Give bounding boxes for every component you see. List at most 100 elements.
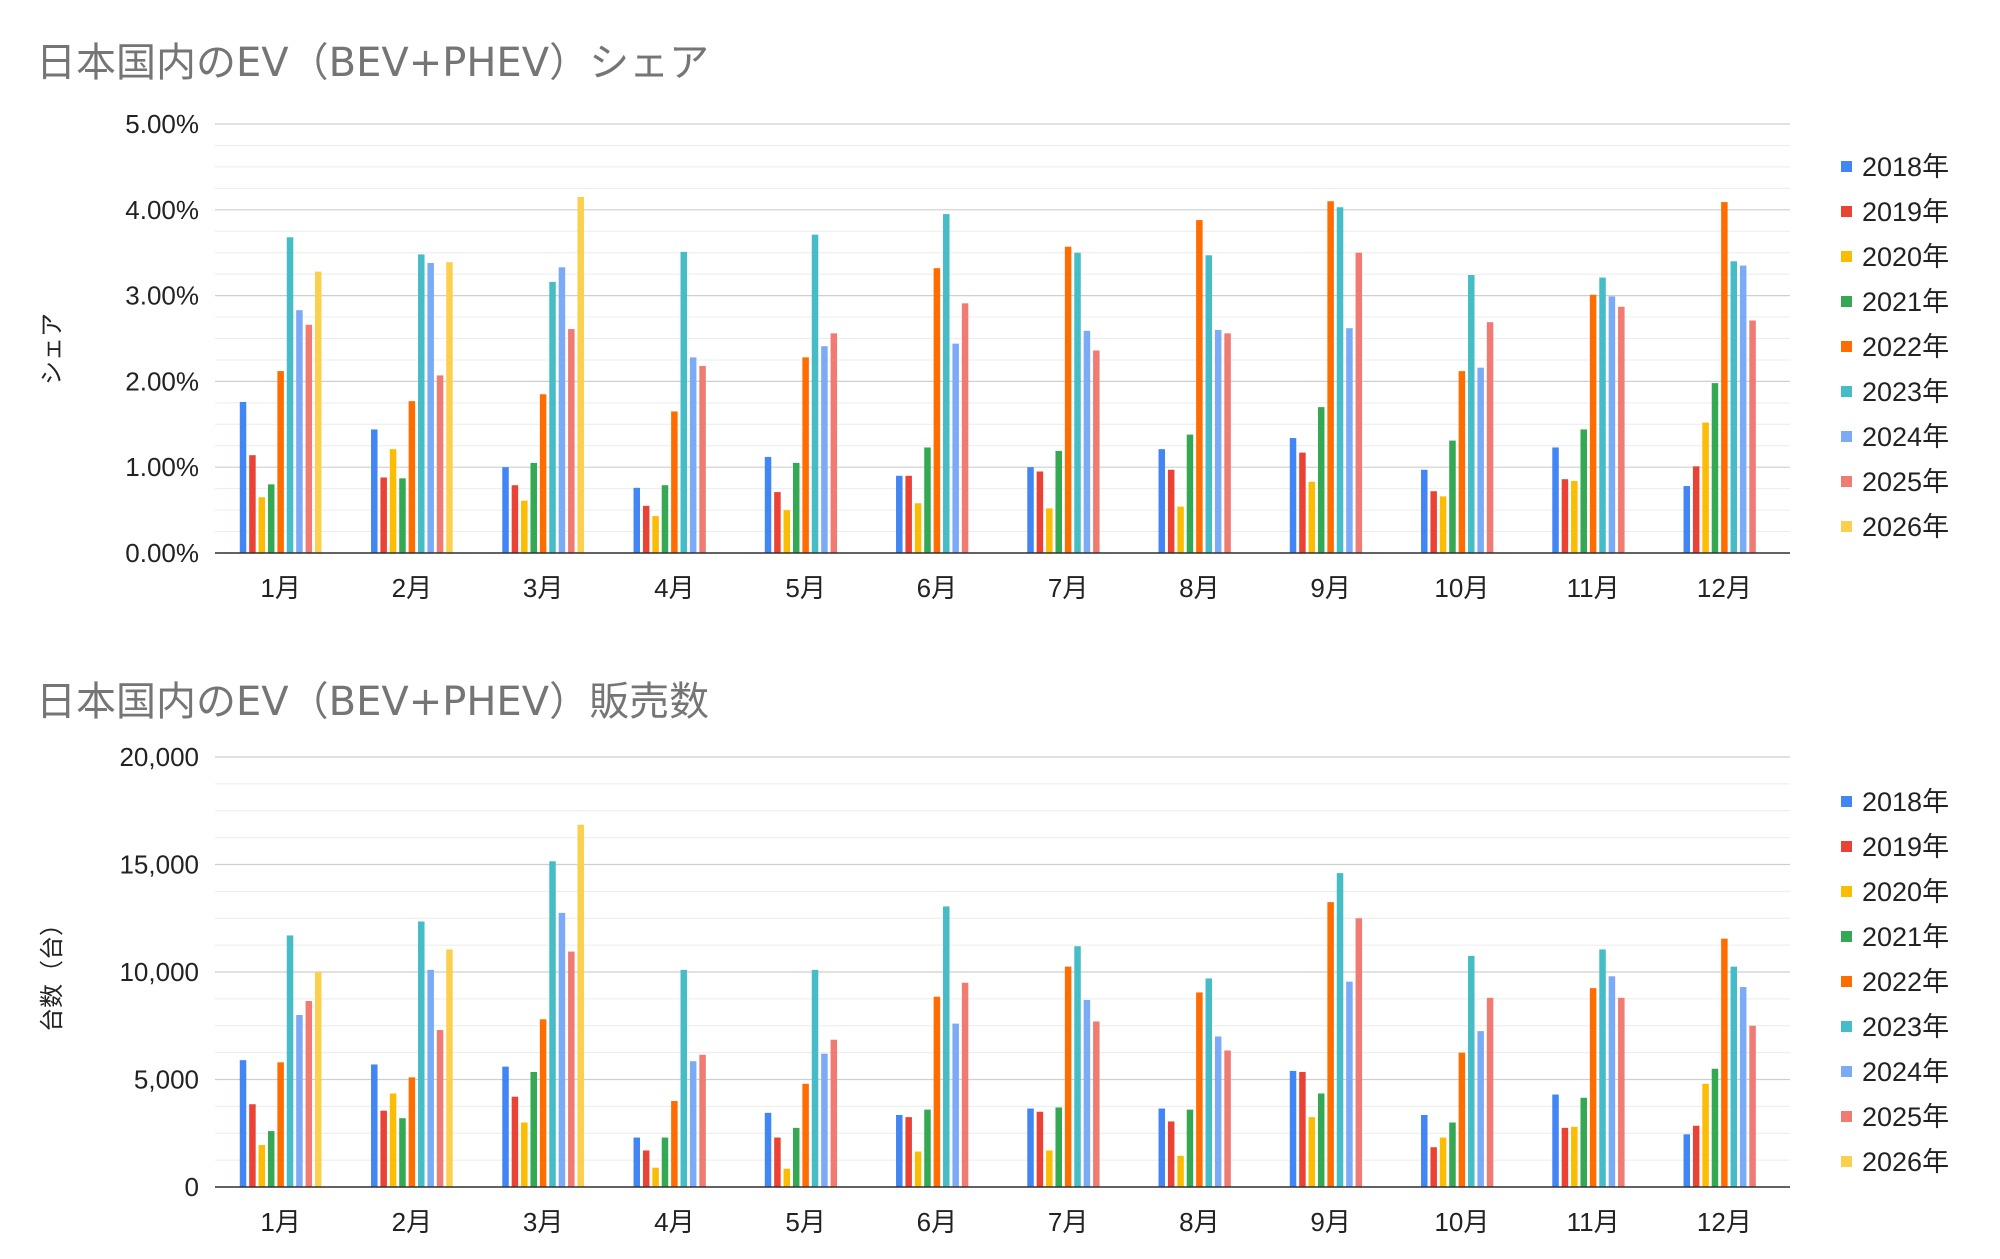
bar [680, 251, 688, 554]
series-2021年 [267, 383, 1719, 553]
legend-swatch [1841, 161, 1852, 172]
bar [1055, 1107, 1062, 1187]
legend-entry: 2023年 [1862, 1012, 1949, 1042]
legend-entry: 2021年 [1862, 922, 1949, 952]
legend-entry: 2026年 [1862, 1147, 1949, 1177]
ev-sales-chart: 日本国内のEV（BEV+PHEV）販売数 0 5,000 10,000 15,000 2… [0, 636, 2000, 1259]
bar [689, 357, 697, 553]
bar [671, 1101, 678, 1187]
bar [258, 1145, 266, 1187]
bar [905, 1117, 912, 1187]
bar [952, 343, 959, 553]
bar [1196, 992, 1203, 1187]
series-2026年 [314, 824, 584, 1187]
y-tick-label: 10,000 [119, 957, 199, 987]
x-tick-label: 12月 [1697, 1207, 1752, 1237]
chart-title: 日本国内のEV（BEV+PHEV）販売数 [36, 679, 710, 725]
bar [633, 487, 641, 553]
x-tick-label: 8月 [1179, 573, 1219, 603]
x-tick-label: 2月 [392, 1207, 432, 1237]
bar [661, 485, 669, 553]
bar [1214, 329, 1222, 553]
ev-sales-plot: 0 5,000 10,000 15,000 20,000 台数（台） 1月 2月 3月 4月 5月 6… [38, 742, 1949, 1237]
x-tick-label: 10月 [1434, 573, 1489, 603]
bar [296, 1015, 303, 1187]
legend-entry: 2025年 [1862, 467, 1949, 497]
series-2018年 [239, 1060, 1691, 1187]
bar [1683, 1134, 1691, 1187]
bar [1327, 201, 1334, 553]
bar [1036, 1111, 1044, 1187]
bar [1711, 1068, 1719, 1187]
bar [380, 477, 387, 553]
bar [652, 516, 659, 553]
bar [389, 1093, 397, 1187]
legend-swatch [1841, 1066, 1852, 1077]
bar [380, 1110, 387, 1187]
bar [1730, 261, 1738, 553]
bar [277, 371, 284, 553]
bar [1299, 452, 1306, 553]
bar [1224, 1050, 1231, 1187]
legend-swatch [1841, 796, 1852, 807]
bar [1289, 438, 1297, 553]
bar [418, 921, 425, 1187]
bar [511, 485, 519, 553]
bar [1580, 429, 1587, 553]
bar [896, 475, 903, 553]
series-2019年 [249, 1071, 1700, 1187]
bar [1571, 1126, 1578, 1187]
bar [1571, 480, 1578, 553]
bar [371, 1064, 378, 1187]
bar [792, 1127, 800, 1187]
bar [1196, 220, 1203, 553]
bar [267, 484, 275, 553]
x-tick-label: 3月 [523, 573, 563, 603]
legend-entry: 2024年 [1862, 422, 1949, 452]
bar [952, 1023, 959, 1187]
legend-entry: 2022年 [1862, 967, 1949, 997]
series-2024年 [296, 912, 1747, 1187]
bar [943, 906, 950, 1187]
bar [1580, 1097, 1587, 1187]
bar [1083, 330, 1091, 553]
bar [577, 196, 584, 553]
bar [521, 500, 528, 553]
bar [1046, 1150, 1053, 1187]
bar [1589, 988, 1597, 1187]
x-tick-label: 5月 [785, 573, 825, 603]
bar [802, 1083, 809, 1187]
bar [1449, 1122, 1456, 1187]
x-tick-label: 8月 [1179, 1207, 1219, 1237]
bar [764, 456, 772, 553]
bar [1158, 1108, 1166, 1187]
chart-title: 日本国内のEV（BEV+PHEV）シェア [36, 40, 710, 86]
bar [661, 1137, 669, 1187]
x-tick-label: 2月 [392, 573, 432, 603]
bar [943, 214, 950, 553]
bar [1167, 1121, 1175, 1187]
y-tick-label: 0 [185, 1172, 199, 1202]
bar [1421, 1114, 1428, 1187]
series-2020年 [258, 422, 1709, 553]
bar [305, 324, 313, 553]
bar [249, 1104, 256, 1187]
x-tick-label: 1月 [260, 1207, 300, 1237]
y-tick-label: 1.00% [125, 452, 199, 482]
bar [1618, 306, 1625, 553]
bar [811, 234, 819, 553]
bar [1552, 447, 1559, 553]
legend-entry: 2023年 [1862, 377, 1949, 407]
x-tick-label: 4月 [654, 573, 694, 603]
bar [1074, 252, 1081, 553]
bar [830, 333, 838, 553]
y-tick-label: 3.00% [125, 281, 199, 311]
legend-entry: 2020年 [1862, 242, 1949, 272]
legend-entry: 2018年 [1862, 787, 1949, 817]
bar [239, 1060, 247, 1187]
bar [1289, 1070, 1297, 1187]
bar [1486, 997, 1494, 1187]
legend-entry: 2019年 [1862, 832, 1949, 862]
y-tick-label: 0.00% [125, 538, 199, 568]
legend-entry: 2020年 [1862, 877, 1949, 907]
